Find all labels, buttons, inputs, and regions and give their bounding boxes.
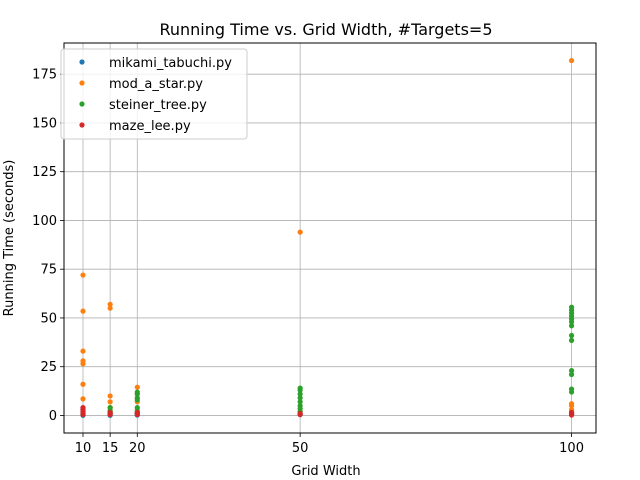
steiner-tree-point xyxy=(568,337,575,343)
x-axis-ticks: 10 15 20 50 100 xyxy=(75,433,584,456)
mod-a-star-point xyxy=(80,308,86,314)
y-tick-label-175: 175 xyxy=(32,68,57,83)
steiner-tree-point xyxy=(134,405,140,411)
plot-frame xyxy=(63,42,597,434)
mod-a-star-point xyxy=(80,396,86,402)
legend-box xyxy=(60,48,248,140)
maze-lee-point xyxy=(107,411,113,418)
x-tick-label-10: 10 xyxy=(75,441,92,456)
mod-a-star-point xyxy=(107,301,113,307)
x-axis-title: Grid Width xyxy=(291,464,360,479)
steiner-tree-point xyxy=(297,391,303,397)
maze-lee-point xyxy=(568,412,575,418)
x-tick-label-20: 20 xyxy=(129,441,146,456)
steiner-tree-point xyxy=(297,395,303,401)
mod-a-star-point xyxy=(80,348,86,354)
steiner-tree-point xyxy=(134,397,140,403)
y-tick-label-150: 150 xyxy=(32,116,57,131)
mod-a-star-point xyxy=(107,305,113,311)
legend-label-maze-lee: maze_lee.py xyxy=(109,119,191,134)
mod-a-star-point xyxy=(297,229,303,235)
mod-a-star-point xyxy=(80,361,86,367)
y-tick-label-75: 75 xyxy=(40,263,57,278)
y-tick-label-25: 25 xyxy=(40,360,57,375)
steiner-tree-point xyxy=(568,323,575,329)
y-tick-label-100: 100 xyxy=(32,214,57,229)
legend-marker-mikami-tabuchi xyxy=(79,59,85,65)
mod-a-star-point xyxy=(568,403,575,409)
steiner-tree-point xyxy=(568,389,575,395)
legend-marker-steiner-tree xyxy=(79,101,85,107)
legend-label-mikami-tabuchi: mikami_tabuchi.py xyxy=(109,56,232,71)
legend-label-steiner-tree: steiner_tree.py xyxy=(109,98,207,113)
y-tick-label-0: 0 xyxy=(49,409,57,424)
maze-lee-point xyxy=(80,411,86,418)
steiner-tree-point xyxy=(297,387,303,393)
chart-title: Running Time vs. Grid Width, #Targets=5 xyxy=(159,20,492,39)
steiner-tree-point xyxy=(568,368,575,374)
x-tick-label-15: 15 xyxy=(102,441,119,456)
mod-a-star-point xyxy=(80,272,86,278)
data-points xyxy=(80,57,575,418)
y-tick-label-50: 50 xyxy=(40,311,57,326)
maze-lee-point xyxy=(134,411,140,418)
steiner-tree-point xyxy=(134,391,140,397)
legend: mikami_tabuchi.py mod_a_star.py steiner_tr… xyxy=(60,48,248,140)
steiner-tree-point xyxy=(568,319,575,325)
mod-a-star-point xyxy=(80,381,86,387)
y-axis-title: Running Time (seconds) xyxy=(2,160,17,317)
y-axis-ticks: 0 25 50 75 100 125 150 175 xyxy=(32,68,64,424)
legend-marker-maze-lee xyxy=(79,122,85,128)
mod-a-star-point xyxy=(107,393,113,399)
legend-label-mod-a-star: mod_a_star.py xyxy=(109,77,203,92)
mod-a-star-point xyxy=(568,57,575,64)
steiner-tree-point xyxy=(568,371,575,378)
series-maze-lee xyxy=(80,405,575,418)
mod-a-star-point xyxy=(107,399,113,405)
steiner-tree-point xyxy=(297,399,303,405)
legend-marker-mod-a-star xyxy=(79,80,85,86)
x-tick-label-100: 100 xyxy=(559,441,584,456)
steiner-tree-point xyxy=(568,332,575,339)
x-tick-label-50: 50 xyxy=(292,441,309,456)
mod-a-star-point xyxy=(134,384,140,390)
y-tick-label-125: 125 xyxy=(32,165,57,180)
maze-lee-point xyxy=(297,411,303,418)
